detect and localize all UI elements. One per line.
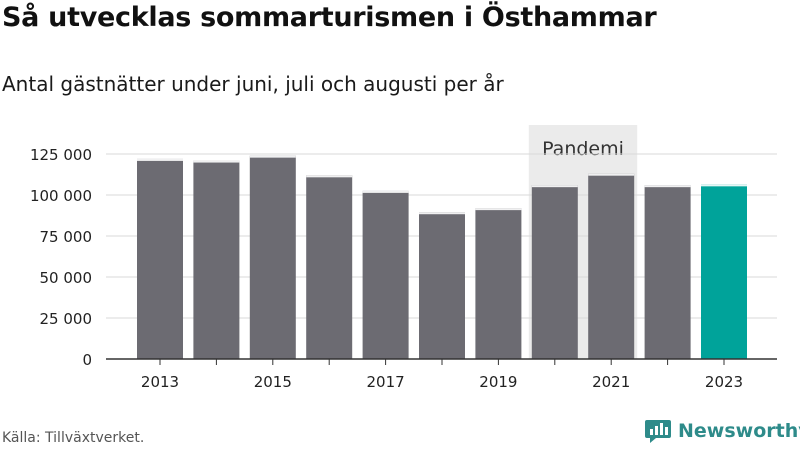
bar-2017	[362, 190, 409, 359]
x-tick-label: 2013	[141, 373, 179, 391]
source-note: Källa: Tillväxtverket.	[2, 430, 145, 446]
bar-2016	[306, 175, 353, 359]
y-tick-label: 50 000	[40, 269, 93, 287]
bar-2023	[701, 184, 747, 359]
bar-top-edge	[701, 184, 747, 187]
x-tick-label: 2015	[254, 373, 292, 391]
tick-labels: 0 25 000 50 000 75 000 100 000 125 000 2013 201…	[30, 146, 743, 391]
bar-2015	[249, 155, 296, 359]
y-tick-label: 75 000	[40, 228, 93, 246]
bar-2022	[644, 185, 691, 359]
chart-title: Så utvecklas sommarturismen i Östhammar	[2, 2, 657, 33]
bar-2013	[137, 158, 183, 359]
y-tick-label: 0	[82, 351, 92, 369]
axes	[106, 358, 777, 365]
x-tick-label: 2021	[592, 373, 630, 391]
bar-2019	[475, 208, 522, 359]
bar-top-edge	[306, 175, 353, 178]
newsworthy-logo-icon	[645, 420, 671, 443]
bar-top-edge	[531, 185, 578, 188]
bars	[137, 155, 747, 359]
y-tick-label: 25 000	[40, 310, 93, 328]
bar-top-edge	[644, 185, 691, 188]
bar-top-edge	[249, 155, 296, 158]
bar-2014	[193, 160, 240, 359]
bar-top-edge	[475, 208, 522, 211]
brand-logo: Newsworthy	[644, 418, 800, 444]
bar-2021	[588, 173, 635, 359]
bar-2020	[531, 185, 578, 359]
bar-top-edge	[193, 160, 240, 163]
bar-top-edge	[362, 190, 409, 193]
pandemic-label: Pandemi	[542, 138, 624, 160]
brand-name: Newsworthy	[678, 420, 800, 442]
y-tick-label: 100 000	[30, 187, 92, 205]
chart-subtitle: Antal gästnätter under juni, juli och au…	[2, 72, 504, 96]
x-tick-label: 2023	[705, 373, 743, 391]
bar-top-edge	[137, 158, 183, 161]
x-tick-label: 2017	[367, 373, 405, 391]
x-tick-label: 2019	[479, 373, 517, 391]
y-tick-label: 125 000	[30, 146, 92, 164]
bar-2018	[419, 212, 465, 359]
bar-top-edge	[588, 173, 635, 176]
bar-top-edge	[419, 212, 465, 215]
